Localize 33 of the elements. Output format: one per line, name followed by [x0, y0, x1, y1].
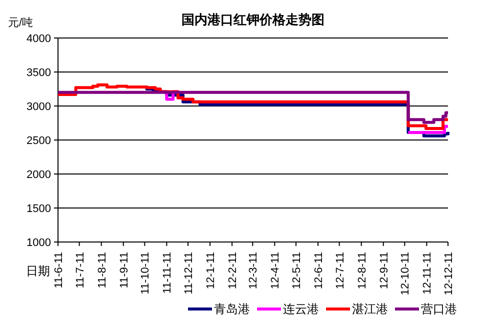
y-tick-label: 1000 — [26, 237, 51, 249]
legend-label: 连云港 — [283, 302, 319, 316]
chart-title: 国内港口红钾价格走势图 — [182, 12, 324, 27]
x-tick-label: 11-8-11 — [96, 252, 108, 288]
y-tick-label: 3000 — [26, 101, 51, 113]
x-tick-label: 12-3-11 — [248, 252, 260, 290]
legend-label: 湛江港 — [352, 302, 388, 316]
y-tick-label: 3500 — [26, 67, 51, 79]
x-tick-label: 12-6-11 — [313, 252, 325, 290]
x-tick-label: 12-4-11 — [270, 252, 282, 290]
x-tick-label: 12-10-11 — [400, 252, 412, 296]
x-tick-label: 12-12-11 — [443, 252, 455, 296]
x-tick-label: 12-11-11 — [422, 252, 434, 294]
legend-label: 营口港 — [421, 302, 457, 316]
y-tick-label: 2500 — [26, 135, 51, 147]
x-tick-label: 12-8-11 — [356, 252, 368, 290]
y-axis-title: 元/吨 — [8, 16, 34, 29]
x-tick-label: 12-7-11 — [334, 252, 346, 290]
x-tick-label: 11-12-11 — [183, 252, 195, 294]
x-tick-label: 11-9-11 — [118, 252, 130, 288]
x-tick-label: 12-9-11 — [378, 252, 390, 290]
x-tick-label: 11-10-11 — [140, 252, 152, 294]
x-tick-label: 11-7-11 — [74, 252, 86, 288]
x-tick-label: 12-5-11 — [290, 252, 303, 290]
legend-label: 青岛港 — [214, 302, 250, 316]
x-axis-title: 日期 — [26, 264, 50, 278]
x-tick-label: 12-2-11 — [227, 252, 240, 290]
y-tick-label: 4000 — [26, 33, 51, 45]
y-tick-label: 2000 — [26, 169, 51, 181]
y-tick-label: 1500 — [26, 203, 51, 215]
x-tick-label: 12-1-11 — [205, 252, 218, 290]
x-tick-label: 11-6-11 — [53, 252, 65, 288]
x-tick-label: 11-11-11 — [162, 252, 174, 294]
